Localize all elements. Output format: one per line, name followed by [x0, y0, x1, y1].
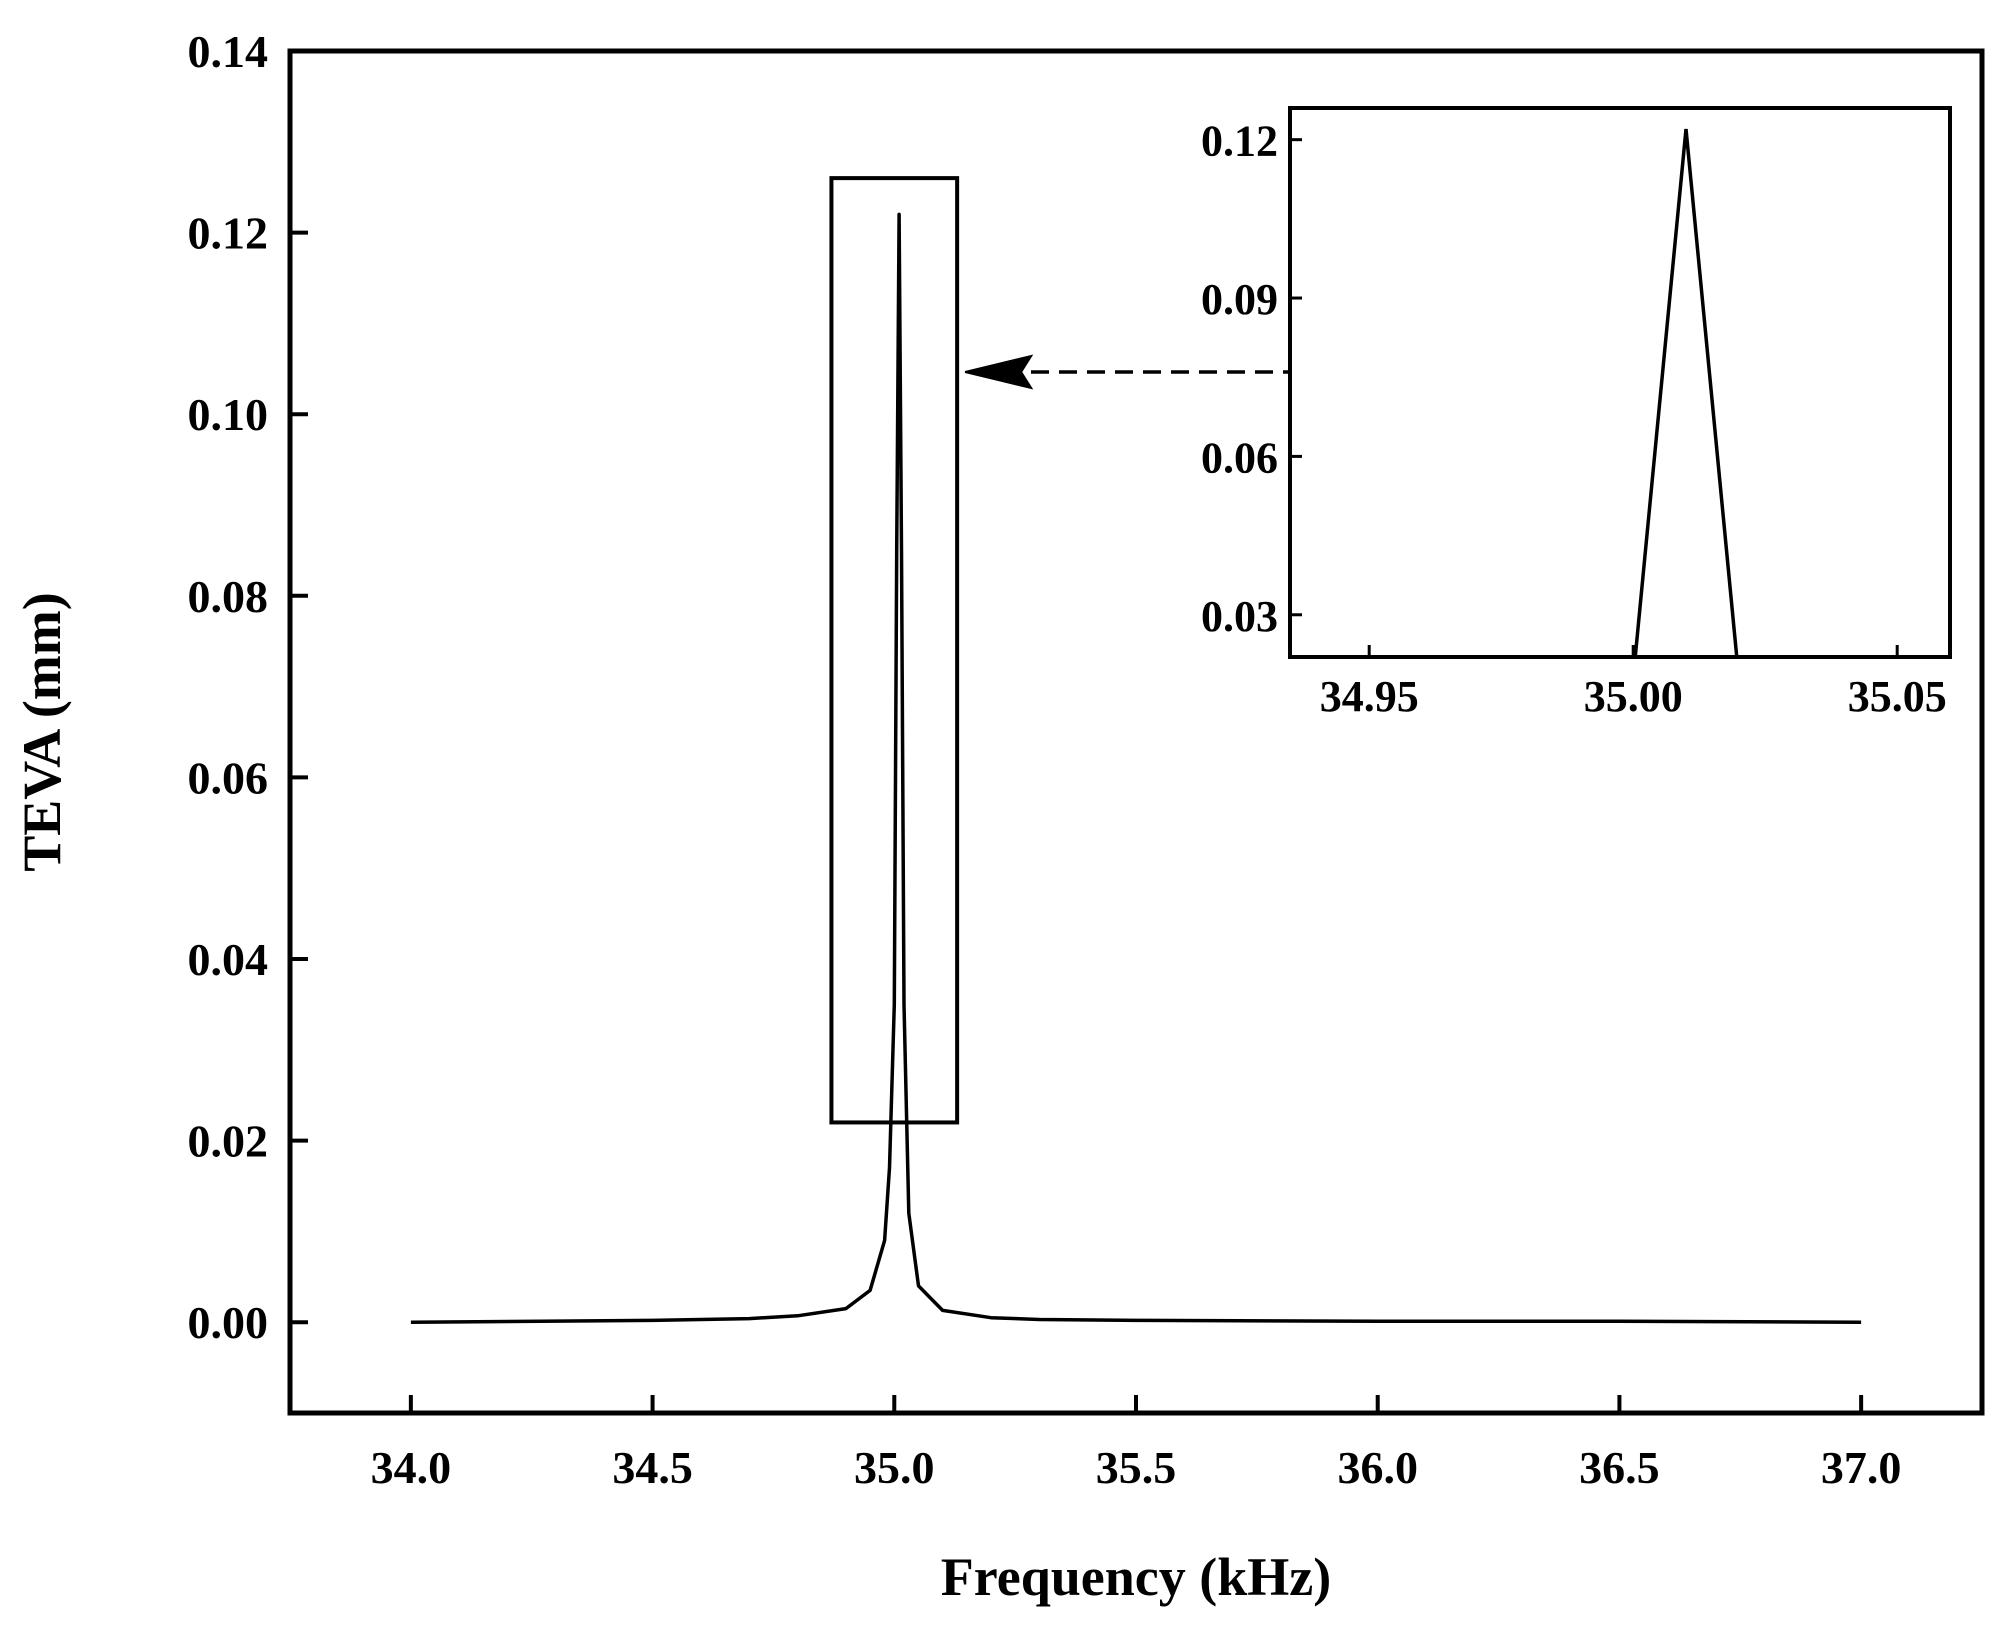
inset-series-line: [1633, 128, 1739, 657]
y-tick-label: 0.06: [188, 752, 269, 803]
y-tick-label: 0.00: [188, 1297, 269, 1348]
inset-y-tick-label: 0.06: [1201, 433, 1278, 482]
inset-x-tick-label: 35.00: [1584, 672, 1683, 721]
zoom-highlight-box: [829, 176, 960, 1125]
inset-plot: 0.03 0.06 0.09 0.12 34.95 35.00 35.05: [1201, 106, 1952, 721]
x-tick-label: 36.0: [1337, 1442, 1418, 1493]
y-tick-label: 0.12: [188, 208, 269, 259]
y-tick-label: 0.10: [188, 389, 269, 440]
inset-frame: [1288, 106, 1952, 659]
callout-arrowhead: [964, 354, 1034, 390]
y-tick-label: 0.08: [188, 571, 269, 622]
y-axis-title: TEVA (mm): [12, 592, 72, 872]
y-tick-label: 0.14: [188, 26, 269, 77]
inset-y-tick-label: 0.03: [1201, 592, 1278, 641]
inset-y-tick-label: 0.12: [1201, 117, 1278, 166]
x-tick-label: 34.5: [612, 1442, 693, 1493]
x-tick-label: 36.5: [1579, 1442, 1660, 1493]
x-axis-title: Frequency (kHz): [941, 1547, 1331, 1607]
y-tick-label: 0.02: [188, 1116, 269, 1167]
x-tick-label: 34.0: [371, 1442, 452, 1493]
inset-x-tick-label: 35.05: [1848, 672, 1947, 721]
x-tick-label: 35.0: [854, 1442, 935, 1493]
inset-y-tick-label: 0.09: [1201, 275, 1278, 324]
series-line: [410, 212, 1862, 1324]
main-plot: 0.00 0.02 0.04 0.06 0.08 0.10 0.12 0.14 34.0 34.5…: [12, 26, 1985, 1607]
inset-x-tick-label: 34.95: [1320, 672, 1419, 721]
x-tick-label: 37.0: [1821, 1442, 1902, 1493]
x-tick-label: 35.5: [1096, 1442, 1177, 1493]
y-tick-label: 0.04: [188, 934, 269, 985]
